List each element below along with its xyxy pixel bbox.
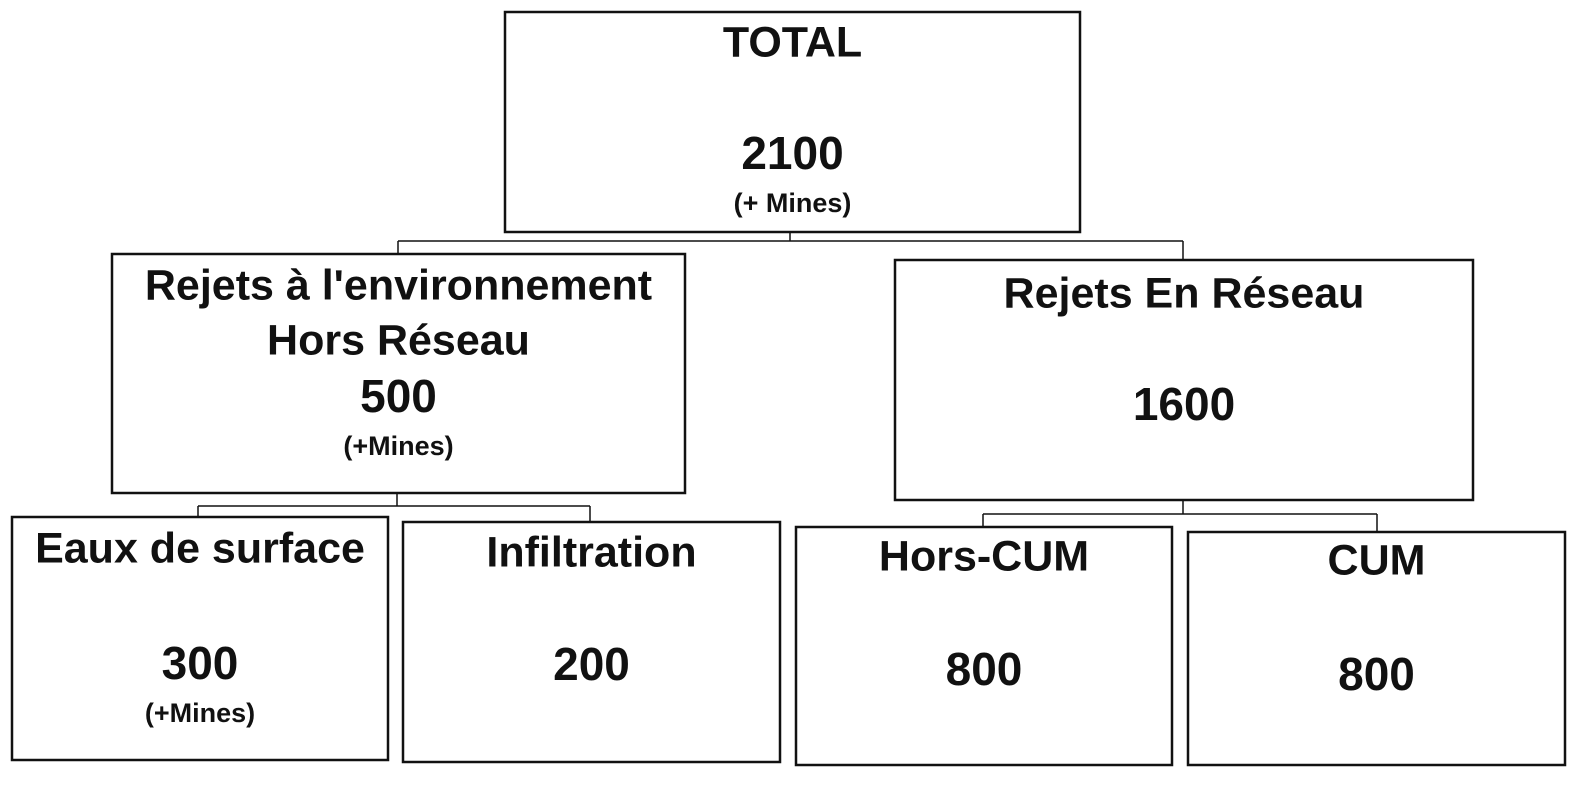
node-value: 500 [360, 370, 437, 422]
node-label: TOTAL [723, 18, 862, 66]
node-note: (+Mines) [343, 431, 453, 461]
connector [397, 232, 1184, 260]
node-box [1186, 530, 1567, 767]
node-label: Hors Réseau [267, 316, 530, 364]
node-value: 300 [162, 637, 239, 689]
node-value: 800 [1338, 648, 1415, 700]
node-box [794, 525, 1174, 767]
node-value: 1600 [1133, 378, 1235, 430]
node-label: Hors-CUM [879, 532, 1089, 580]
connector [197, 493, 591, 522]
node-label: Rejets à l'environnement [145, 261, 652, 309]
node-label: Eaux de surface [35, 524, 365, 572]
node-box [10, 515, 390, 762]
node-label: Rejets En Réseau [1004, 269, 1365, 317]
node-box [503, 10, 1082, 234]
node-note: (+ Mines) [734, 188, 852, 218]
node-box [401, 520, 782, 764]
node-note: (+Mines) [145, 698, 255, 728]
connector [982, 500, 1378, 532]
node-value: 800 [946, 643, 1023, 695]
node-value: 200 [553, 638, 630, 690]
node-box [893, 258, 1475, 502]
node-label: Infiltration [486, 528, 696, 576]
node-label: CUM [1328, 536, 1426, 584]
node-value: 2100 [741, 127, 843, 179]
node-box [110, 252, 687, 495]
